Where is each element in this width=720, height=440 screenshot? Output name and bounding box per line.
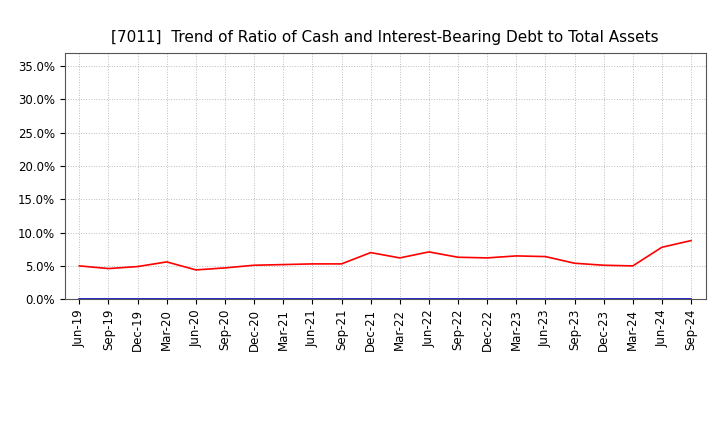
Interest-Bearing Debt <box>337 297 346 302</box>
Interest-Bearing Debt <box>163 297 171 302</box>
Interest-Bearing Debt <box>599 297 608 302</box>
Interest-Bearing Debt <box>75 297 84 302</box>
Interest-Bearing Debt <box>250 297 258 302</box>
Cash <box>541 254 550 259</box>
Cash <box>133 264 142 269</box>
Cash <box>657 245 666 250</box>
Line: Cash: Cash <box>79 241 691 270</box>
Cash <box>337 261 346 267</box>
Cash <box>366 250 375 255</box>
Interest-Bearing Debt <box>192 297 200 302</box>
Cash <box>220 265 229 271</box>
Interest-Bearing Debt <box>657 297 666 302</box>
Cash <box>279 262 287 267</box>
Cash <box>629 263 637 268</box>
Cash <box>308 261 317 267</box>
Cash <box>75 263 84 268</box>
Interest-Bearing Debt <box>104 297 113 302</box>
Cash <box>687 238 696 243</box>
Interest-Bearing Debt <box>483 297 492 302</box>
Interest-Bearing Debt <box>512 297 521 302</box>
Cash <box>570 260 579 266</box>
Cash <box>395 255 404 260</box>
Cash <box>599 263 608 268</box>
Cash <box>512 253 521 259</box>
Cash <box>454 255 462 260</box>
Interest-Bearing Debt <box>220 297 229 302</box>
Interest-Bearing Debt <box>629 297 637 302</box>
Interest-Bearing Debt <box>366 297 375 302</box>
Interest-Bearing Debt <box>687 297 696 302</box>
Interest-Bearing Debt <box>454 297 462 302</box>
Interest-Bearing Debt <box>133 297 142 302</box>
Title: [7011]  Trend of Ratio of Cash and Interest-Bearing Debt to Total Assets: [7011] Trend of Ratio of Cash and Intere… <box>112 29 659 45</box>
Interest-Bearing Debt <box>279 297 287 302</box>
Interest-Bearing Debt <box>541 297 550 302</box>
Cash <box>425 249 433 255</box>
Interest-Bearing Debt <box>395 297 404 302</box>
Cash <box>192 267 200 272</box>
Cash <box>483 255 492 260</box>
Interest-Bearing Debt <box>570 297 579 302</box>
Cash <box>163 259 171 264</box>
Interest-Bearing Debt <box>425 297 433 302</box>
Cash <box>104 266 113 271</box>
Interest-Bearing Debt <box>308 297 317 302</box>
Cash <box>250 263 258 268</box>
